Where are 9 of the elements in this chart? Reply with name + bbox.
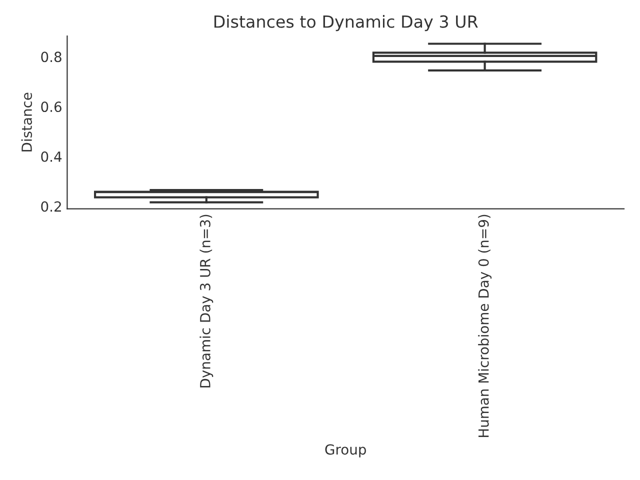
x-tick-label: Dynamic Day 3 UR (n=3) [200, 214, 214, 388]
x-tick-label: Human Microbiome Day 0 (n=9) [478, 214, 492, 438]
y-tick-label: 0.2 [41, 201, 61, 212]
x-axis-title: Group [325, 444, 366, 458]
y-axis-title: Distance [21, 92, 32, 152]
y-tick-label: 0.6 [41, 102, 62, 112]
y-tick-label: 0.8 [41, 52, 62, 62]
chart-title: Distances to Dynamic Day 3 UR [214, 15, 478, 32]
y-tick-label: 0.4 [41, 151, 62, 162]
